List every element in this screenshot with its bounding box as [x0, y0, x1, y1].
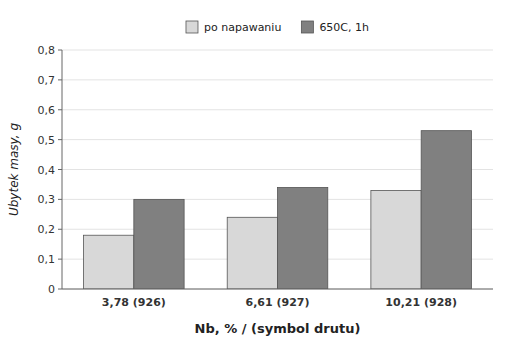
- y-grid: [62, 50, 493, 289]
- y-axis-title: Ubytek masy, g: [7, 123, 21, 216]
- x-axis-title: Nb, % / (symbol drutu): [195, 321, 361, 336]
- tick-mark: [58, 259, 62, 260]
- category-label: 6,61 (927): [246, 296, 310, 309]
- x-axis-line: [62, 289, 493, 290]
- tick-mark: [58, 199, 62, 200]
- tick-label: 0,8: [38, 44, 56, 57]
- tick-mark: [58, 50, 62, 51]
- legend-item: 650C, 1h: [301, 21, 369, 34]
- bar: [134, 199, 184, 289]
- tick-label: 0,2: [38, 223, 56, 236]
- x-axis: 3,78 (926) 6,61 (927) 10,21 (928): [102, 296, 457, 309]
- legend-label: 650C, 1h: [319, 21, 369, 34]
- tick-mark: [58, 229, 62, 230]
- tick-mark: [58, 139, 62, 140]
- tick-label: 0,3: [38, 193, 56, 206]
- legend-item: po napawaniu: [186, 21, 281, 34]
- legend-swatch: [301, 21, 313, 33]
- bar: [278, 187, 328, 289]
- category-label: 10,21 (928): [385, 296, 457, 309]
- plot-area: [62, 50, 493, 289]
- tick-label: 0: [48, 283, 55, 296]
- tick-label: 0,4: [38, 164, 56, 177]
- bar: [227, 217, 277, 289]
- category-label: 3,78 (926): [102, 296, 166, 309]
- legend-swatch: [186, 21, 198, 33]
- legend: po napawaniu 650C, 1h: [186, 21, 369, 34]
- y-axis: 0 0,1 0,2 0,3 0,4 0,5 0,6 0,7 0,8: [38, 44, 63, 296]
- tick-label: 0,5: [38, 134, 56, 147]
- grid-line: [62, 289, 493, 290]
- bar: [371, 190, 421, 289]
- chart: 0 0,1 0,2 0,3 0,4 0,5 0,6 0,7 0,8 3,78 (926) 6,61 …: [0, 0, 507, 355]
- tick-label: 0,6: [38, 104, 56, 117]
- tick-mark: [58, 289, 62, 290]
- tick-mark: [58, 109, 62, 110]
- grid-line: [62, 50, 493, 51]
- y-axis-line: [62, 50, 63, 289]
- legend-label: po napawaniu: [204, 21, 281, 34]
- bars: [84, 131, 472, 289]
- bar: [421, 131, 471, 289]
- grid-line: [62, 109, 493, 110]
- bar: [84, 235, 134, 289]
- tick-mark: [58, 169, 62, 170]
- tick-label: 0,1: [38, 253, 56, 266]
- grid-line: [62, 79, 493, 80]
- tick-mark: [58, 79, 62, 80]
- tick-label: 0,7: [38, 74, 56, 87]
